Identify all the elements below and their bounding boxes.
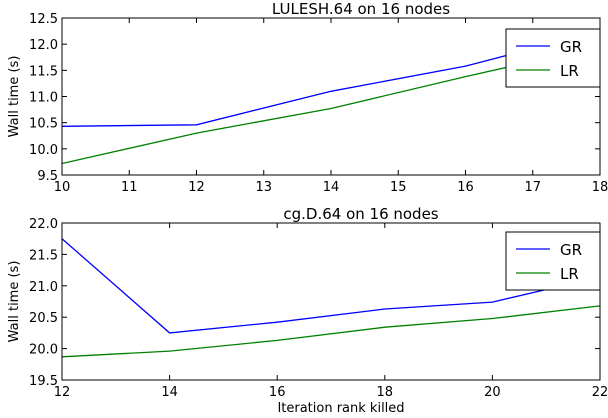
series-line-lr bbox=[62, 305, 600, 358]
legend-box bbox=[505, 28, 601, 88]
y-tick-label: 10.0 bbox=[29, 143, 58, 158]
series-line-gr bbox=[62, 238, 600, 334]
y-axis-label: Wall time (s) bbox=[7, 261, 22, 343]
x-tick-label: 15 bbox=[390, 180, 407, 195]
y-tick-label: 20.5 bbox=[29, 311, 58, 326]
y-tick-label: 12.0 bbox=[29, 38, 58, 53]
y-tick-label: 11.0 bbox=[29, 91, 58, 106]
chart-title: LULESH.64 on 16 nodes bbox=[272, 0, 450, 18]
y-tick-label: 11.5 bbox=[29, 64, 58, 79]
plot-frame bbox=[61, 222, 601, 381]
x-tick-label: 22 bbox=[592, 385, 608, 400]
x-tick-label: 17 bbox=[524, 180, 541, 195]
x-axis-label: Iteration rank killed bbox=[277, 401, 404, 416]
x-tick-label: 16 bbox=[457, 180, 474, 195]
x-tick-label: 11 bbox=[121, 180, 138, 195]
x-tick-label: 18 bbox=[377, 385, 394, 400]
y-axis-label: Wall time (s) bbox=[7, 56, 22, 138]
x-tick-label: 12 bbox=[54, 385, 71, 400]
legend-label-lr: LR bbox=[560, 265, 579, 283]
x-tick-label: 16 bbox=[269, 385, 286, 400]
x-tick-label: 20 bbox=[484, 385, 501, 400]
x-tick-label: 13 bbox=[255, 180, 272, 195]
x-tick-label: 14 bbox=[161, 385, 178, 400]
chart-title: cg.D.64 on 16 nodes bbox=[283, 205, 438, 223]
legend-label-gr: GR bbox=[560, 241, 582, 259]
y-tick-label: 12.5 bbox=[29, 12, 58, 27]
y-tick-label: 22.0 bbox=[29, 217, 58, 232]
y-tick-label: 21.0 bbox=[29, 280, 58, 295]
series-group bbox=[62, 238, 600, 358]
legend-label-lr: LR bbox=[560, 62, 579, 80]
x-tick-label: 10 bbox=[54, 180, 71, 195]
y-tick-label: 21.5 bbox=[29, 248, 58, 263]
y-tick-label: 19.5 bbox=[29, 374, 58, 389]
y-tick-label: 10.5 bbox=[29, 117, 58, 132]
y-tick-label: 9.5 bbox=[37, 169, 58, 184]
x-tick-label: 12 bbox=[188, 180, 205, 195]
y-tick-label: 20.0 bbox=[29, 343, 58, 358]
legend-box bbox=[505, 231, 601, 291]
x-tick-label: 14 bbox=[323, 180, 340, 195]
chart-lulesh: 10 11 12 13 14 15 16 17 18 9.5 10.0 10.5 11.0 11.5 12.… bbox=[7, 0, 608, 195]
chart-cg: 12 14 16 18 20 22 19.5 20.0 20.5 21.0 21.5 22.0 cg.D… bbox=[7, 205, 608, 416]
x-tick-label: 18 bbox=[592, 180, 608, 195]
legend-label-gr: GR bbox=[560, 38, 582, 56]
